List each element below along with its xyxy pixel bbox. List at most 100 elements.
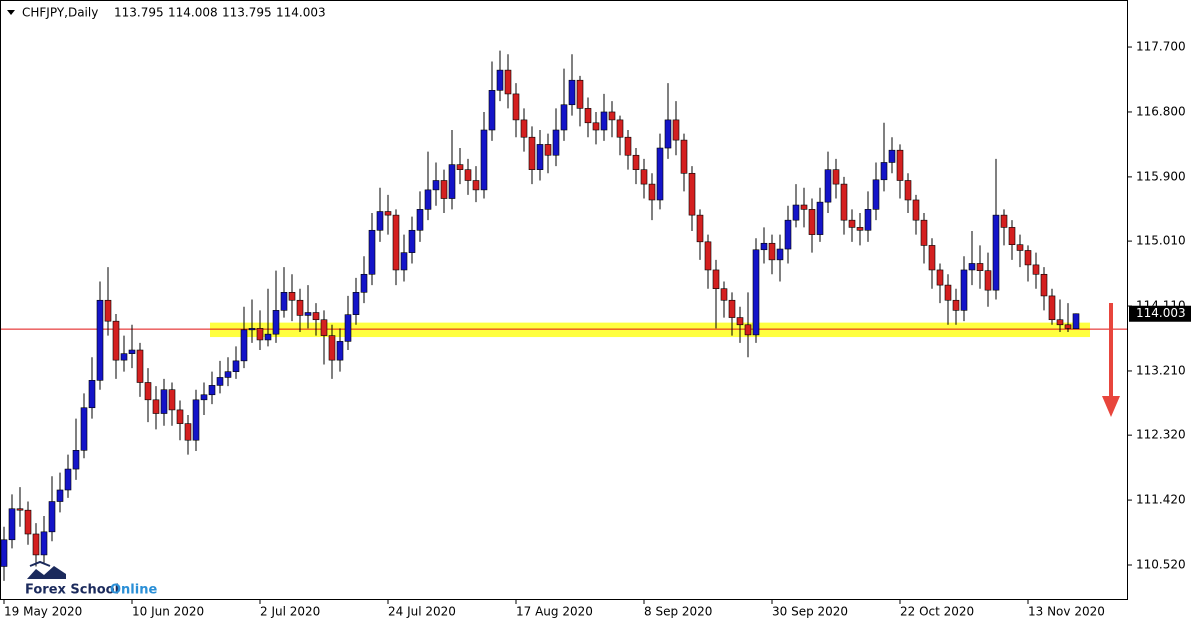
menu-triangle[interactable] xyxy=(7,10,15,15)
down-arrow xyxy=(1102,303,1120,417)
candle-body xyxy=(272,310,280,335)
watermark-text: Online xyxy=(110,583,157,598)
candle-body xyxy=(472,180,480,191)
candle-body xyxy=(352,292,360,315)
candle-body xyxy=(440,180,448,199)
candle-body xyxy=(776,248,784,261)
candle-body xyxy=(872,179,880,210)
candle-body xyxy=(96,299,104,381)
candle-body xyxy=(520,119,528,138)
y-tick-label: 110.520 xyxy=(1136,558,1186,572)
candle-body xyxy=(400,252,408,271)
candle-body xyxy=(640,169,648,185)
candle-body xyxy=(648,183,656,201)
candle-body xyxy=(376,211,384,231)
candle-body xyxy=(696,214,704,243)
candle-body xyxy=(968,263,976,271)
candle-body xyxy=(1008,227,1016,246)
candle-body xyxy=(760,242,768,251)
candle-body xyxy=(256,328,264,341)
candle-body xyxy=(632,154,640,170)
candle-body xyxy=(864,209,872,231)
candle-body xyxy=(712,269,720,290)
price-label: 114.003 xyxy=(1136,306,1186,320)
candle-body xyxy=(176,409,184,424)
candle-body xyxy=(480,129,488,191)
candle-body xyxy=(88,380,96,409)
candle-body xyxy=(488,90,496,131)
candle-body xyxy=(128,349,136,354)
candle-body xyxy=(904,180,912,201)
candle-body xyxy=(240,329,248,362)
candle-body xyxy=(32,533,40,556)
candle-body xyxy=(184,423,192,441)
candle-body xyxy=(528,136,536,170)
candle-body xyxy=(792,204,800,221)
candle-body xyxy=(248,328,256,331)
candle-body xyxy=(840,183,848,221)
candle-body xyxy=(456,164,464,170)
candle-body xyxy=(64,468,72,491)
candle-body xyxy=(0,539,8,567)
header-low: 113.795 xyxy=(222,6,272,20)
candle-body xyxy=(48,501,56,533)
candle-body xyxy=(976,263,984,271)
x-tick-label: 10 Jun 2020 xyxy=(132,605,204,619)
candle-body xyxy=(808,209,816,235)
candle-body xyxy=(144,382,152,401)
candle-body xyxy=(680,139,688,174)
candle-body xyxy=(592,122,600,131)
support-zone xyxy=(210,322,1090,338)
candle-body xyxy=(368,229,376,275)
candle-body xyxy=(152,399,160,414)
candle-body xyxy=(944,284,952,301)
candle-body xyxy=(880,162,888,181)
candle-body xyxy=(1040,273,1048,297)
x-tick-label: 13 Nov 2020 xyxy=(1028,605,1105,619)
candle-body xyxy=(344,314,352,342)
candle-body xyxy=(72,450,80,470)
candle-body xyxy=(1016,244,1024,251)
candle-body xyxy=(56,489,64,502)
candle-body xyxy=(232,360,240,372)
candle-body xyxy=(584,108,592,124)
candle-body xyxy=(752,249,760,336)
candle-body xyxy=(336,341,344,361)
candle-body xyxy=(496,69,504,91)
candle-body xyxy=(504,69,512,95)
candle-body xyxy=(1064,324,1072,329)
x-tick-label: 2 Jul 2020 xyxy=(260,605,320,619)
candle-body xyxy=(1032,264,1040,275)
candle-body xyxy=(104,299,112,322)
x-tick-label: 8 Sep 2020 xyxy=(644,605,712,619)
candle-body xyxy=(264,333,272,341)
candle-body xyxy=(568,79,576,106)
symbol-label: CHFJPY,Daily xyxy=(22,6,98,20)
x-tick-label: 19 May 2020 xyxy=(4,605,82,619)
x-tick-label: 30 Sep 2020 xyxy=(772,605,848,619)
candle-body xyxy=(288,292,296,301)
candle-body xyxy=(8,508,16,541)
candle-body xyxy=(1024,250,1032,266)
candle-body xyxy=(80,407,88,451)
plot-border xyxy=(0,0,1128,600)
candle-body xyxy=(360,273,368,293)
candle-body xyxy=(856,227,864,231)
y-tick-label: 115.010 xyxy=(1136,234,1186,248)
candle-body xyxy=(768,242,776,261)
candle-body xyxy=(984,270,992,291)
candle-body xyxy=(920,219,928,246)
watermark: Forex School Online xyxy=(25,560,157,598)
x-tick-label: 17 Aug 2020 xyxy=(516,605,593,619)
candle-body xyxy=(216,377,224,386)
candle-body xyxy=(848,219,856,228)
candle-body xyxy=(936,269,944,286)
header-open: 113.795 xyxy=(114,6,164,20)
candle-body xyxy=(720,288,728,301)
candle-body xyxy=(536,144,544,170)
candle-body xyxy=(616,119,624,138)
candle-body xyxy=(688,172,696,216)
y-tick-label: 111.420 xyxy=(1136,493,1186,507)
candle-body xyxy=(960,269,968,311)
